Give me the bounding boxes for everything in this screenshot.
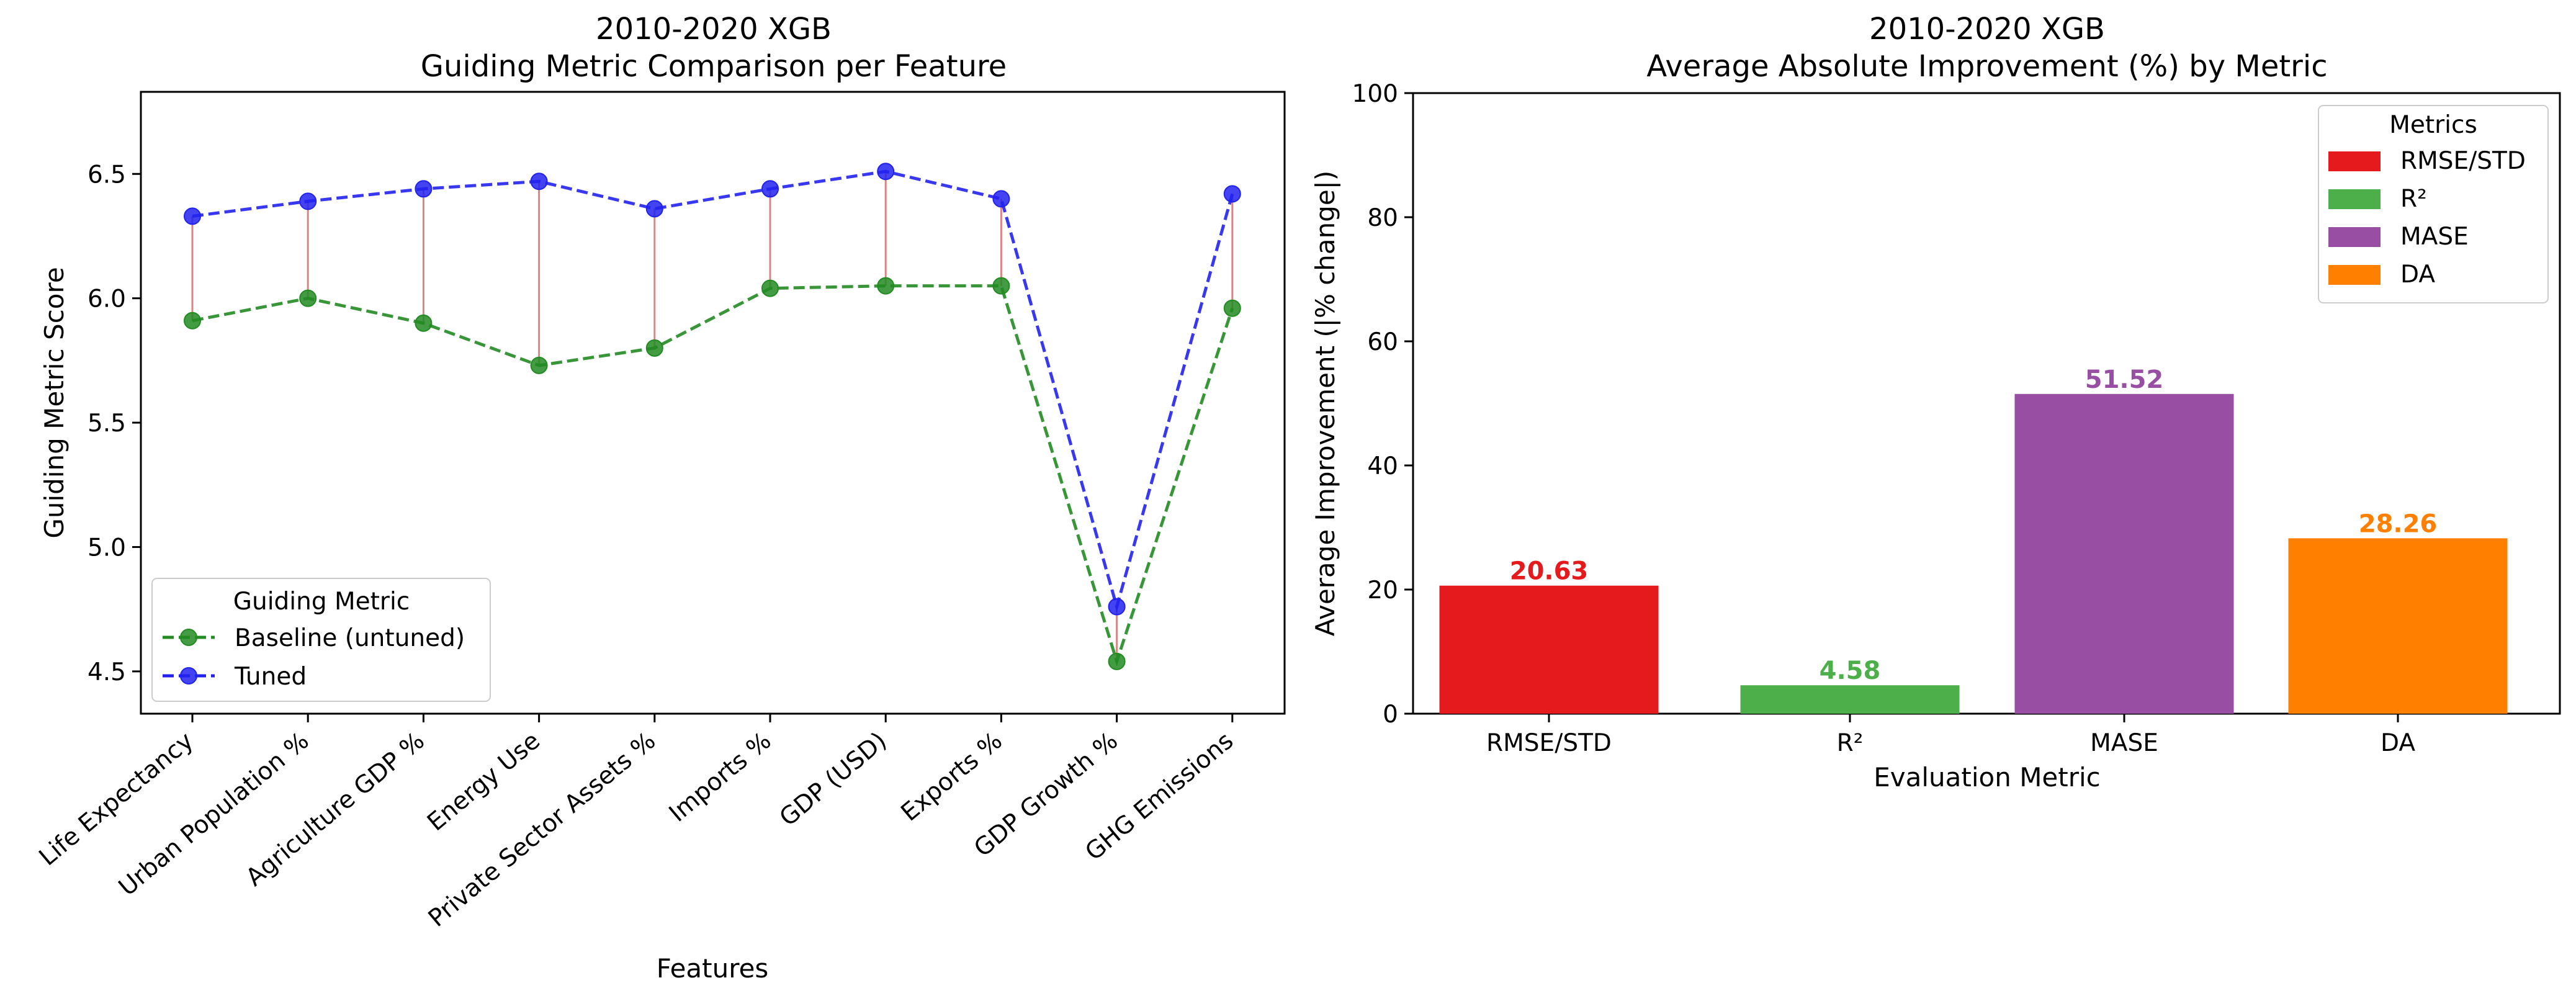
series-0-point [992, 277, 1010, 295]
right-x-tick-label: R² [1837, 729, 1864, 757]
left-y-tick-label: 4.5 [88, 658, 126, 686]
right-plot-area [1412, 92, 2561, 715]
right-legend: Metrics RMSE/STD R² MASE DA [2318, 105, 2549, 303]
right-legend-label: R² [2400, 185, 2427, 213]
right-y-axis-label: Average Improvement (|% change|) [1310, 171, 1340, 637]
series-0-point [645, 339, 663, 357]
series-1-point [992, 190, 1010, 208]
bar-value-label: 4.58 [1820, 657, 1881, 685]
left-x-tick-label: Exports % [896, 727, 1008, 827]
left-y-axis-label: Guiding Metric Score [39, 267, 70, 538]
left-y-tick-label: 6.0 [88, 285, 126, 313]
left-y-ticks: 4.5 5.0 5.5 6.0 6.5 [88, 161, 141, 686]
bar [2014, 393, 2234, 714]
right-x-axis-label: Evaluation Metric [1874, 762, 2101, 792]
series-0-point [530, 356, 548, 374]
right-legend-entries: RMSE/STD R² MASE DA [2328, 147, 2526, 289]
series-1-point [299, 192, 317, 210]
series-0-point [877, 277, 895, 295]
series-0-point [1108, 652, 1126, 670]
series-1-point [1108, 598, 1126, 616]
right-x-tick-label: MASE [2090, 729, 2158, 757]
right-legend-swatch [2328, 227, 2381, 247]
right-legend-swatch [2328, 265, 2381, 285]
bar [2288, 538, 2508, 714]
series-1-point [877, 163, 895, 181]
left-legend-marker-baseline [180, 629, 197, 646]
right-y-ticks: 0 20 40 60 80 100 [1352, 80, 1413, 729]
left-legend-entry-baseline: Baseline (untuned) [163, 624, 465, 652]
series-0-point [1223, 299, 1241, 317]
right-y-tick-label: 100 [1352, 80, 1398, 108]
right-legend-swatch [2328, 151, 2381, 171]
line-chart: 2010-2020 XGB Guiding Metric Comparison … [34, 12, 1286, 984]
left-chart-title: 2010-2020 XGB [596, 12, 832, 47]
right-legend-title: Metrics [2389, 111, 2477, 139]
right-x-ticks: RMSE/STD R² MASE DA [1486, 714, 2415, 757]
left-connectors [191, 171, 1234, 662]
left-y-tick-label: 5.0 [88, 534, 126, 562]
series-0-point [415, 314, 433, 332]
series-0-point [184, 312, 201, 330]
bar-value-label: 28.26 [2359, 509, 2438, 538]
series-1-point [184, 207, 201, 225]
left-legend-title: Guiding Metric [233, 588, 410, 616]
bar [1740, 685, 1960, 714]
left-x-tick-label: GDP (USD) [774, 727, 892, 832]
left-y-tick-label: 6.5 [88, 161, 126, 189]
bar-value-label: 51.52 [2085, 366, 2164, 394]
right-y-tick-label: 40 [1367, 452, 1398, 480]
left-x-axis-label: Features [657, 953, 769, 984]
left-series [184, 163, 1241, 670]
bar [1439, 585, 1659, 714]
series-line-1 [192, 169, 1234, 613]
right-legend-swatch [2328, 189, 2381, 209]
series-line-0 [192, 284, 1234, 667]
left-legend-label-baseline: Baseline (untuned) [235, 624, 465, 652]
right-legend-label: DA [2400, 261, 2435, 289]
left-x-tick-label: Imports % [664, 727, 777, 828]
left-x-tick-label: Private Sector Assets % [423, 727, 661, 933]
right-y-tick-label: 20 [1367, 577, 1398, 604]
left-legend: Guiding Metric Baseline (untuned) Tuned [151, 578, 491, 702]
bar-chart: 2010-2020 XGB Average Absolute Improveme… [1310, 12, 2561, 792]
left-legend-box [151, 578, 491, 702]
left-plot-area [140, 91, 1286, 715]
series-0-point [761, 279, 779, 297]
right-bars: 20.63 4.58 51.52 28.26 [1439, 366, 2508, 714]
series-1-point [761, 180, 779, 198]
left-legend-entry-tuned: Tuned [163, 663, 307, 691]
series-1-point [1223, 185, 1241, 203]
series-1-point [645, 200, 663, 218]
right-x-tick-label: RMSE/STD [1486, 729, 1612, 757]
right-legend-label: RMSE/STD [2400, 147, 2526, 175]
left-x-tick-label: Energy Use [422, 727, 545, 837]
series-0-point [299, 289, 317, 307]
right-chart-subtitle: Average Absolute Improvement (%) by Metr… [1646, 49, 2327, 84]
left-legend-marker-tuned [180, 667, 197, 685]
right-x-tick-label: DA [2381, 729, 2415, 757]
bar-value-label: 20.63 [1510, 557, 1589, 586]
right-y-tick-label: 80 [1367, 204, 1398, 232]
right-y-tick-label: 0 [1383, 701, 1398, 729]
series-1-point [415, 180, 433, 198]
right-y-tick-label: 60 [1367, 328, 1398, 356]
left-chart-subtitle: Guiding Metric Comparison per Feature [421, 49, 1007, 84]
left-legend-label-tuned: Tuned [234, 663, 307, 691]
right-legend-label: MASE [2400, 223, 2469, 251]
right-chart-title: 2010-2020 XGB [1869, 12, 2105, 47]
series-1-point [530, 173, 548, 191]
left-x-tick-label: Urban Population % [114, 727, 315, 902]
left-y-tick-label: 5.5 [88, 410, 126, 438]
